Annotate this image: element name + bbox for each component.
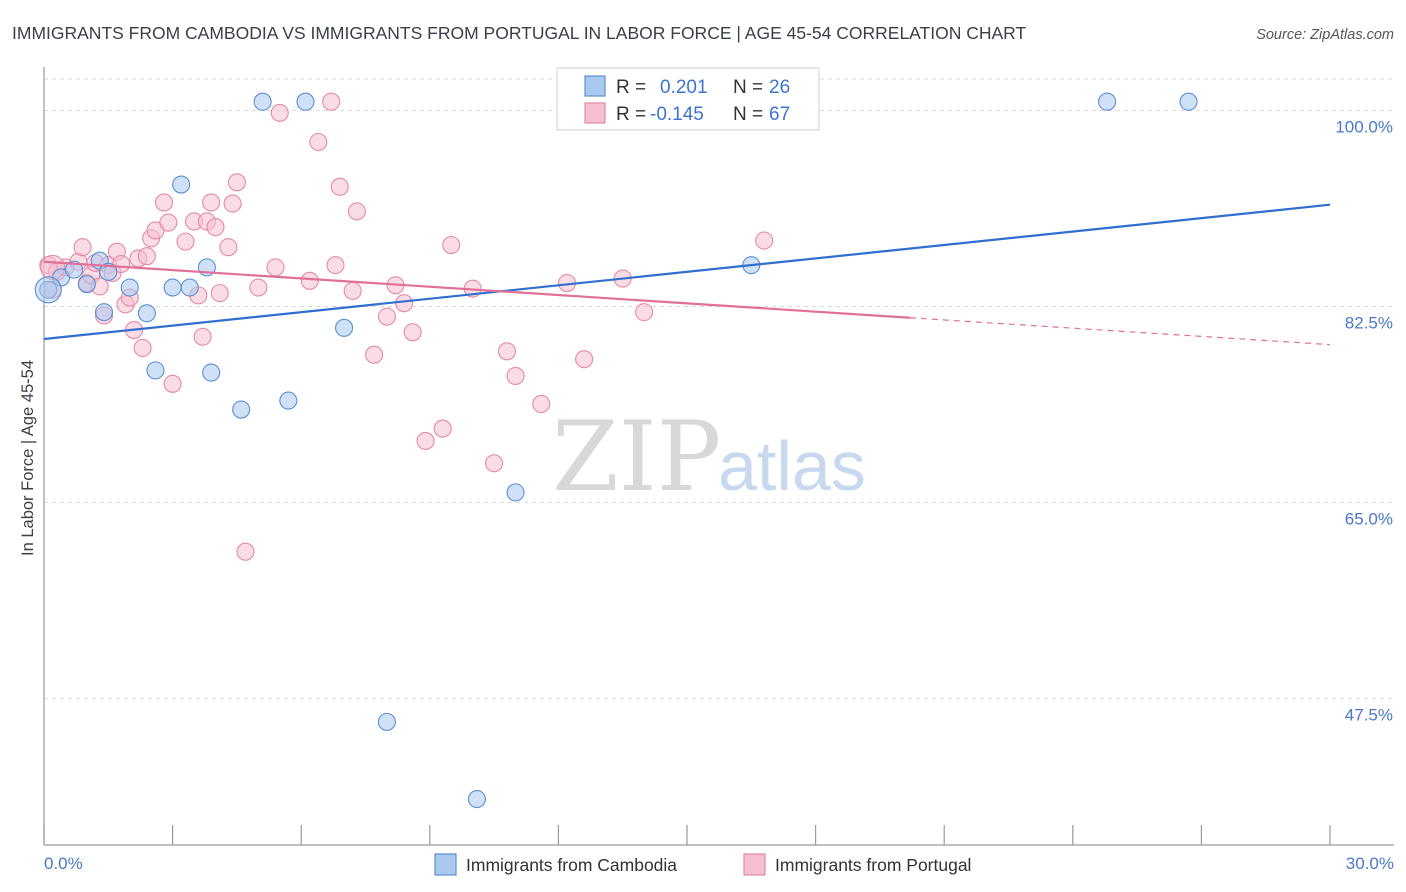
portugal-point <box>326 256 345 275</box>
portugal-point <box>497 342 517 361</box>
portugal-point <box>223 194 242 213</box>
legend-swatch-portugal <box>584 102 606 124</box>
cambodia-point <box>172 175 191 194</box>
x-tick-label-max: 30.0% <box>1346 854 1394 873</box>
portugal-point <box>163 374 182 393</box>
x-tick-label-min: 0.0% <box>44 854 83 873</box>
portugal-point <box>442 235 461 255</box>
portugal-point <box>343 281 362 300</box>
portugal-point <box>433 419 452 438</box>
cambodia-point <box>279 391 298 410</box>
cambodia-point <box>94 303 114 322</box>
portugal-trend-line-dashed <box>909 317 1331 346</box>
grid-lines <box>44 78 1394 699</box>
portugal-point <box>133 338 152 358</box>
cambodia-point <box>99 262 118 281</box>
portugal-point <box>202 193 221 212</box>
cambodia-point <box>77 275 96 294</box>
watermark-atlas: atlas <box>718 427 866 505</box>
y-axis-label: In Labor Force | Age 45-54 <box>19 360 37 556</box>
portugal-point <box>249 278 268 297</box>
portugal-point <box>322 92 341 111</box>
cambodia-point <box>335 318 354 337</box>
portugal-point <box>365 345 384 364</box>
series-legend-swatch-portugal <box>743 853 766 876</box>
axes <box>43 67 1394 846</box>
portugal-trend-line <box>43 260 910 319</box>
portugal-point <box>506 366 525 386</box>
chart-title: IMMIGRANTS FROM CAMBODIA VS IMMIGRANTS F… <box>12 23 1026 43</box>
portugal-point <box>206 218 225 237</box>
portugal-point <box>236 542 255 561</box>
portugal-point <box>485 454 504 473</box>
portugal-point <box>227 173 246 192</box>
series-legend-label-cambodia: Immigrants from Cambodia <box>466 855 677 875</box>
cambodia-point <box>202 363 221 382</box>
portugal-point <box>635 303 654 322</box>
legend-n-label-portugal: N = <box>733 104 763 125</box>
legend-swatch-cambodia <box>584 75 606 97</box>
correlation-legend: R = 0.201 N = 26 R = -0.145 N = 67 <box>556 67 820 131</box>
cambodia-point <box>232 400 251 419</box>
cambodia-point <box>64 260 84 279</box>
portugal-point <box>403 323 422 342</box>
legend-r-value-cambodia: 0.201 <box>660 77 708 98</box>
portugal-point <box>395 294 414 313</box>
portugal-point <box>154 193 174 212</box>
y-tick-label: 82.5% <box>1345 314 1393 333</box>
cambodia-points <box>34 92 1198 809</box>
legend-n-value-cambodia: 26 <box>769 77 790 98</box>
series-legend: Immigrants from Cambodia Immigrants from… <box>434 853 971 876</box>
cambodia-point-large <box>34 276 62 304</box>
portugal-point <box>266 258 285 277</box>
series-legend-swatch-cambodia <box>434 853 457 876</box>
portugal-point <box>193 327 212 346</box>
watermark-zip: ZIP <box>552 401 721 513</box>
portugal-point <box>159 213 178 232</box>
cambodia-point <box>1098 92 1117 111</box>
y-tick-labels: 47.5% 65.0% 82.5% 100.0% <box>1335 118 1393 725</box>
portugal-point <box>347 202 366 221</box>
cambodia-point <box>163 278 182 297</box>
cambodia-point <box>296 92 315 111</box>
y-tick-label: 100.0% <box>1335 118 1393 137</box>
cambodia-point <box>137 304 156 323</box>
cambodia-point <box>506 483 525 502</box>
portugal-point <box>377 307 396 326</box>
portugal-point <box>210 284 229 303</box>
portugal-point <box>309 132 328 152</box>
series-legend-label-portugal: Immigrants from Portugal <box>775 855 971 875</box>
cambodia-point <box>120 278 139 297</box>
portugal-point <box>176 232 195 251</box>
cambodia-point <box>180 278 199 297</box>
y-tick-label: 65.0% <box>1345 509 1393 528</box>
cambodia-point <box>1179 92 1198 111</box>
x-ticks <box>43 825 1331 845</box>
portugal-point <box>532 394 551 413</box>
cambodia-point <box>253 92 272 111</box>
portugal-point <box>416 431 435 450</box>
portugal-point <box>219 238 238 257</box>
cambodia-point <box>467 790 487 809</box>
chart-source: Source: ZipAtlas.com <box>1256 27 1394 43</box>
cambodia-point <box>377 712 396 731</box>
legend-r-label-cambodia: R = <box>616 77 646 98</box>
y-tick-label: 47.5% <box>1345 705 1393 724</box>
legend-r-label-portugal: R = <box>616 104 646 125</box>
portugal-point <box>270 103 289 122</box>
legend-n-value-portugal: 67 <box>769 104 790 125</box>
portugal-point <box>575 350 594 369</box>
legend-n-label-cambodia: N = <box>733 77 763 98</box>
portugal-point <box>755 231 774 250</box>
portugal-point <box>73 238 92 257</box>
portugal-point <box>137 247 156 266</box>
cambodia-trend-line <box>43 203 1331 341</box>
portugal-point <box>300 271 319 290</box>
legend-r-value-portugal: -0.145 <box>650 104 704 125</box>
cambodia-point <box>146 361 165 380</box>
portugal-point <box>330 177 349 196</box>
